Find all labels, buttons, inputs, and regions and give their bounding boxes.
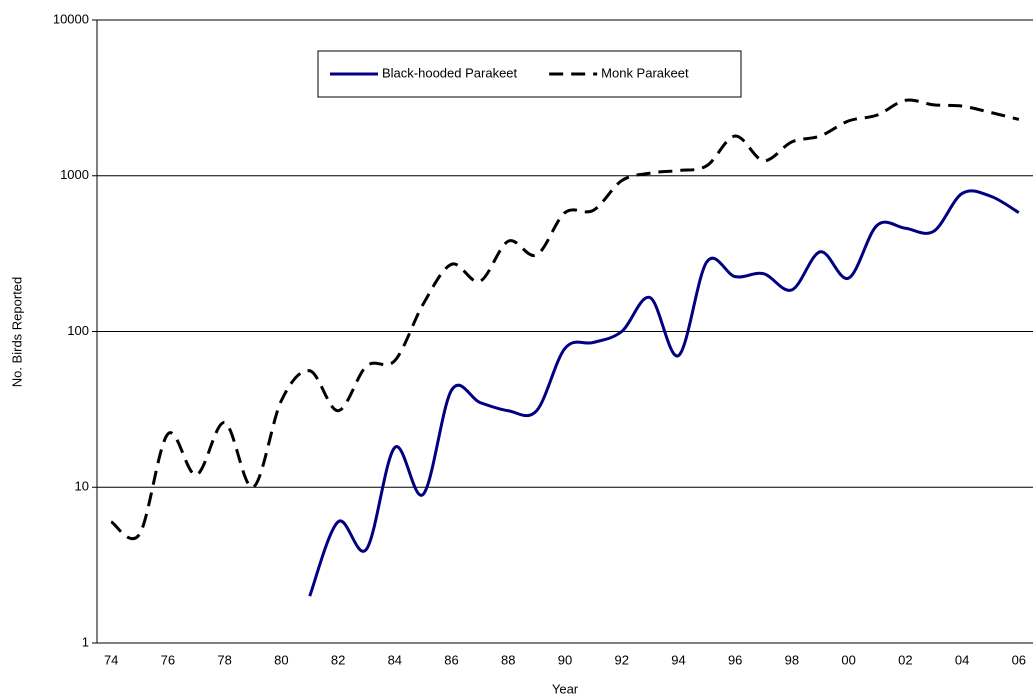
x-tick-label: 84	[388, 652, 402, 667]
x-tick-label: 96	[728, 652, 742, 667]
legend-label: Monk Parakeet	[601, 65, 689, 80]
y-tick-label: 1	[82, 634, 89, 649]
x-tick-label: 78	[217, 652, 231, 667]
x-tick-label: 04	[955, 652, 969, 667]
x-axis-label: Year	[552, 681, 579, 696]
x-tick-label: 88	[501, 652, 515, 667]
x-tick-label: 90	[558, 652, 572, 667]
x-tick-label: 92	[614, 652, 628, 667]
legend-box	[317, 50, 742, 98]
x-tick-label: 86	[444, 652, 458, 667]
y-axis-label: No. Birds Reported	[9, 277, 24, 388]
x-tick-label: 94	[671, 652, 685, 667]
x-tick-label: 82	[331, 652, 345, 667]
y-tick-label: 1000	[60, 167, 89, 182]
x-tick-label: 76	[161, 652, 175, 667]
x-tick-label: 80	[274, 652, 288, 667]
series-line	[308, 189, 1020, 597]
x-tick-label: 00	[841, 652, 855, 667]
series-line	[110, 98, 1020, 541]
y-tick-label: 10	[75, 479, 89, 494]
x-tick-label: 98	[785, 652, 799, 667]
x-tick-label: 06	[1012, 652, 1026, 667]
y-tick-label: 10000	[53, 11, 89, 26]
legend-label: Black-hooded Parakeet	[382, 65, 518, 80]
x-tick-label: 02	[898, 652, 912, 667]
y-tick-label: 100	[67, 323, 89, 338]
x-tick-label: 74	[104, 652, 118, 667]
